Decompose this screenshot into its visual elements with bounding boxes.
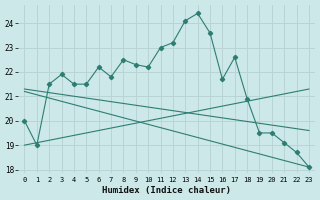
X-axis label: Humidex (Indice chaleur): Humidex (Indice chaleur) — [102, 186, 231, 195]
